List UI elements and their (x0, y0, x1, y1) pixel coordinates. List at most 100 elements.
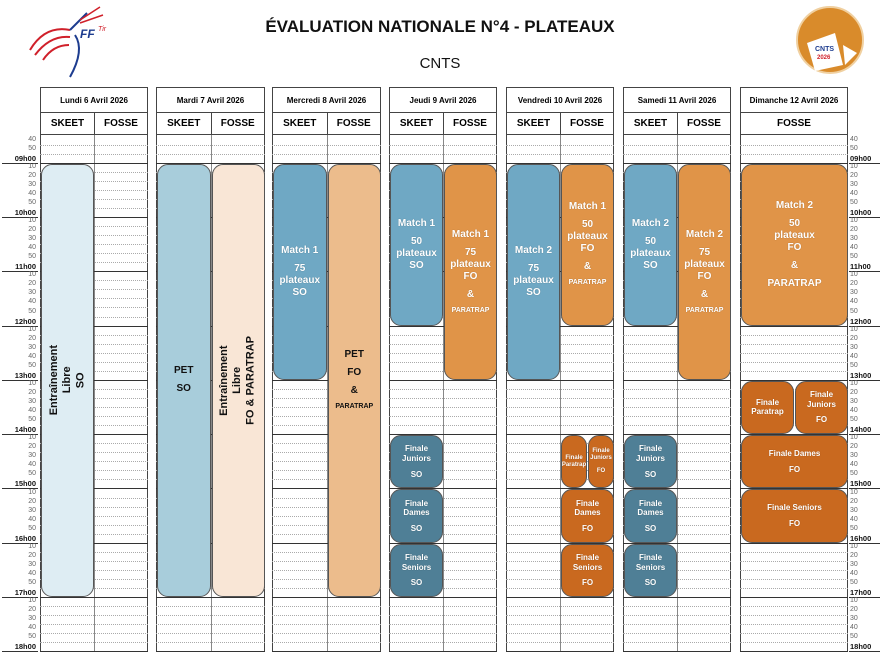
time-label: 50 (28, 307, 36, 315)
hour-line (506, 216, 614, 218)
row-line (156, 198, 265, 200)
event-block[interactable]: Finale Seniors SO (624, 543, 677, 598)
row-line (272, 633, 381, 635)
event-block[interactable]: Match 1 50 plateaux SO (390, 163, 443, 326)
event-line: Match 1 (451, 228, 490, 240)
column-divider (326, 135, 328, 652)
event-block[interactable]: Match 2 50 plateaux SO (624, 163, 677, 326)
event-block[interactable]: Finale Juniors FO (795, 380, 848, 435)
row-line (40, 578, 148, 580)
row-line (623, 316, 731, 318)
hour-line (740, 651, 848, 653)
event-block[interactable]: Entraînement Libre FO & PARATRAP (211, 163, 265, 598)
event-block[interactable]: Match 2 75 plateaux SO (507, 163, 560, 380)
event-block[interactable]: Finale Dames FO (561, 489, 614, 543)
time-label: 15h00 (850, 479, 872, 489)
event-block[interactable]: Finale Seniors SO (390, 543, 443, 598)
event-line: plateaux (396, 247, 437, 259)
hour-line (156, 488, 265, 490)
hour-line (272, 488, 381, 490)
hour-line (849, 325, 880, 327)
event-block[interactable]: Finale Paratrap (741, 380, 794, 435)
svg-text:Tir: Tir (98, 26, 107, 33)
event-block[interactable]: PET FO & PARATRAP (327, 163, 381, 598)
row-line (623, 397, 731, 399)
event-block[interactable]: Finale Juniors SO (390, 435, 443, 489)
row-line (389, 452, 497, 454)
row-line (506, 497, 614, 499)
event-block[interactable]: PET SO (157, 163, 211, 598)
event-line: Match 1 (397, 217, 436, 229)
event-block[interactable]: Finale Dames SO (624, 489, 677, 543)
time-label: 40 (28, 569, 36, 577)
hour-line (2, 542, 38, 544)
event-line: Finale (638, 498, 663, 508)
row-line (156, 370, 265, 372)
event-block[interactable]: Finale Dames SO (390, 489, 443, 543)
row-line (389, 343, 497, 345)
event-block[interactable]: Finale Seniors FO (741, 489, 848, 543)
row-line (272, 560, 381, 562)
row-line (506, 452, 614, 454)
row-line (506, 316, 614, 318)
row-line (156, 207, 265, 209)
event-block[interactable]: Match 1 75 plateaux FO & PARATRAP (444, 163, 497, 380)
row-line (506, 153, 614, 155)
event-line: FO (788, 464, 801, 474)
row-line (272, 144, 381, 146)
row-line (623, 352, 731, 354)
hour-line (506, 488, 614, 490)
event-block[interactable]: Finale Paratrap (561, 435, 587, 489)
time-label: 50 (28, 579, 36, 586)
event-block[interactable]: Finale Dames FO (741, 435, 848, 489)
row-line (623, 262, 731, 264)
hour-line (2, 379, 38, 381)
row-line (272, 352, 381, 354)
event-block[interactable]: Finale Juniors SO (624, 435, 677, 489)
time-label: 50 (28, 144, 36, 152)
event-block[interactable]: Match 1 50 plateaux FO & PARATRAP (561, 163, 614, 326)
event-block[interactable]: Match 2 75 plateaux FO & PARATRAP (678, 163, 731, 380)
event-line: FO (581, 523, 594, 533)
row-line (156, 388, 265, 390)
row-line (40, 506, 148, 508)
row-line (623, 253, 731, 255)
hour-line (40, 651, 148, 653)
row-line (40, 551, 148, 553)
row-line (156, 624, 265, 626)
row-line (156, 180, 265, 182)
row-line (623, 479, 731, 481)
event-block[interactable]: Match 1 75 plateaux SO (273, 163, 327, 380)
event-line: plateaux (513, 274, 554, 286)
row-line (272, 606, 381, 608)
row-line (389, 551, 497, 553)
event-block[interactable]: Entraînement Libre SO (41, 163, 94, 598)
hour-line (389, 651, 497, 653)
time-label: 30 (28, 560, 36, 568)
time-label: 40 (28, 189, 36, 197)
row-line (389, 624, 497, 626)
row-line (389, 361, 497, 363)
hour-line (2, 488, 38, 490)
row-line (156, 226, 265, 227)
row-line (40, 352, 148, 354)
event-line: PET (344, 349, 364, 361)
event-line: Finale (755, 397, 780, 407)
row-line (740, 425, 848, 427)
time-label: 30 (28, 398, 36, 405)
row-line (156, 425, 265, 427)
event-block[interactable]: Finale Juniors FO (588, 435, 614, 489)
event-line: plateaux (630, 247, 671, 259)
row-line (156, 461, 265, 463)
event-line: SO (410, 469, 423, 479)
time-label: 10 (850, 325, 858, 333)
row-line (623, 198, 731, 200)
row-line (272, 642, 381, 644)
event-block[interactable]: Finale Seniors FO (561, 543, 614, 598)
event-line: 50 (410, 235, 423, 247)
event-line: Finale (404, 553, 429, 562)
time-label: 14h00 (850, 425, 872, 435)
event-block[interactable]: Match 2 50 plateaux FO & PARATRAP (741, 163, 848, 326)
hour-line (389, 542, 497, 544)
row-line (623, 578, 731, 580)
